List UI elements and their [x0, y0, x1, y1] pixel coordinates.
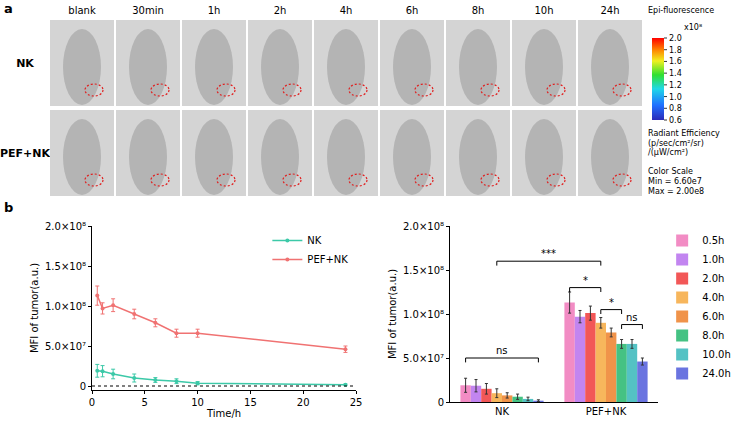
- svg-text:2.0: 2.0: [669, 34, 682, 43]
- svg-text:Epi-fluorescence: Epi-fluorescence: [648, 6, 714, 15]
- svg-text:1.0×10⁸: 1.0×10⁸: [403, 309, 444, 320]
- svg-text:MFI of tumor(a.u.): MFI of tumor(a.u.): [29, 263, 40, 353]
- svg-text:NK: NK: [16, 57, 34, 70]
- svg-text:NK: NK: [307, 235, 321, 246]
- svg-text:***: ***: [541, 248, 556, 259]
- html-text:b: b: [4, 200, 14, 215]
- svg-text:0.8: 0.8: [669, 104, 682, 113]
- svg-text:Radiant Efficiency: Radiant Efficiency: [648, 129, 720, 138]
- svg-text:10: 10: [191, 397, 204, 408]
- svg-text:1.8: 1.8: [669, 46, 682, 55]
- svg-text:6h: 6h: [406, 5, 419, 16]
- svg-text:PEF+NK: PEF+NK: [307, 254, 348, 265]
- svg-text:x10⁸: x10⁸: [684, 23, 702, 32]
- svg-text:1.6: 1.6: [669, 57, 682, 66]
- svg-text:2.0×10⁸: 2.0×10⁸: [403, 221, 444, 232]
- svg-text:15: 15: [244, 397, 257, 408]
- svg-text:0.6: 0.6: [669, 116, 682, 125]
- svg-text:ns: ns: [496, 345, 508, 356]
- svg-text:0.5h: 0.5h: [702, 235, 724, 246]
- svg-text:2.0h: 2.0h: [702, 273, 724, 284]
- svg-text:a: a: [4, 1, 13, 16]
- svg-text:5.0×10⁷: 5.0×10⁷: [403, 353, 444, 364]
- svg-text:(p/sec/cm²/sr): (p/sec/cm²/sr): [648, 139, 704, 148]
- svg-text:MFI of tumor(a.u.): MFI of tumor(a.u.): [387, 269, 398, 359]
- svg-text:Color Scale: Color Scale: [648, 167, 693, 176]
- svg-text:1.2: 1.2: [669, 81, 682, 90]
- svg-text:1.0: 1.0: [669, 93, 682, 102]
- svg-text:1.5×10⁸: 1.5×10⁸: [45, 261, 86, 272]
- svg-text:6.0h: 6.0h: [702, 311, 724, 322]
- svg-text:2h: 2h: [274, 5, 287, 16]
- svg-text:1.5×10⁸: 1.5×10⁸: [403, 265, 444, 276]
- svg-text:30min: 30min: [132, 5, 164, 16]
- svg-text:1h: 1h: [208, 5, 221, 16]
- svg-text:0: 0: [89, 397, 95, 408]
- svg-text:8h: 8h: [472, 5, 485, 16]
- svg-text:5: 5: [142, 397, 148, 408]
- svg-text:ns: ns: [626, 312, 638, 323]
- svg-text:*: *: [609, 297, 614, 308]
- svg-text:10h: 10h: [534, 5, 553, 16]
- svg-text:Time/h: Time/h: [206, 408, 241, 419]
- svg-text:PEF+NK: PEF+NK: [586, 406, 627, 417]
- svg-text:blank: blank: [68, 5, 96, 16]
- svg-text:2.0×10⁸: 2.0×10⁸: [45, 221, 86, 232]
- svg-text:5.0×10⁷: 5.0×10⁷: [45, 341, 86, 352]
- svg-text:NK: NK: [495, 406, 509, 417]
- svg-text:Max = 2.00e8: Max = 2.00e8: [648, 187, 704, 196]
- svg-text:/(μW/cm²): /(μW/cm²): [648, 148, 688, 157]
- svg-text:25: 25: [350, 397, 363, 408]
- svg-text:24h: 24h: [600, 5, 619, 16]
- svg-text:24.0h: 24.0h: [702, 368, 731, 379]
- svg-text:1.4: 1.4: [669, 69, 682, 78]
- svg-text:1.0h: 1.0h: [702, 254, 724, 265]
- svg-text:0: 0: [438, 397, 444, 408]
- svg-text:4h: 4h: [340, 5, 353, 16]
- svg-text:0: 0: [80, 381, 86, 392]
- svg-text:8.0h: 8.0h: [702, 330, 724, 341]
- svg-text:20: 20: [297, 397, 310, 408]
- svg-text:10.0h: 10.0h: [702, 349, 731, 360]
- svg-text:1.0×10⁸: 1.0×10⁸: [45, 301, 86, 312]
- svg-text:PEF+NK: PEF+NK: [0, 147, 50, 160]
- svg-text:4.0h: 4.0h: [702, 292, 724, 303]
- svg-text:*: *: [583, 275, 588, 286]
- svg-text:Min = 6.60e7: Min = 6.60e7: [648, 177, 702, 186]
